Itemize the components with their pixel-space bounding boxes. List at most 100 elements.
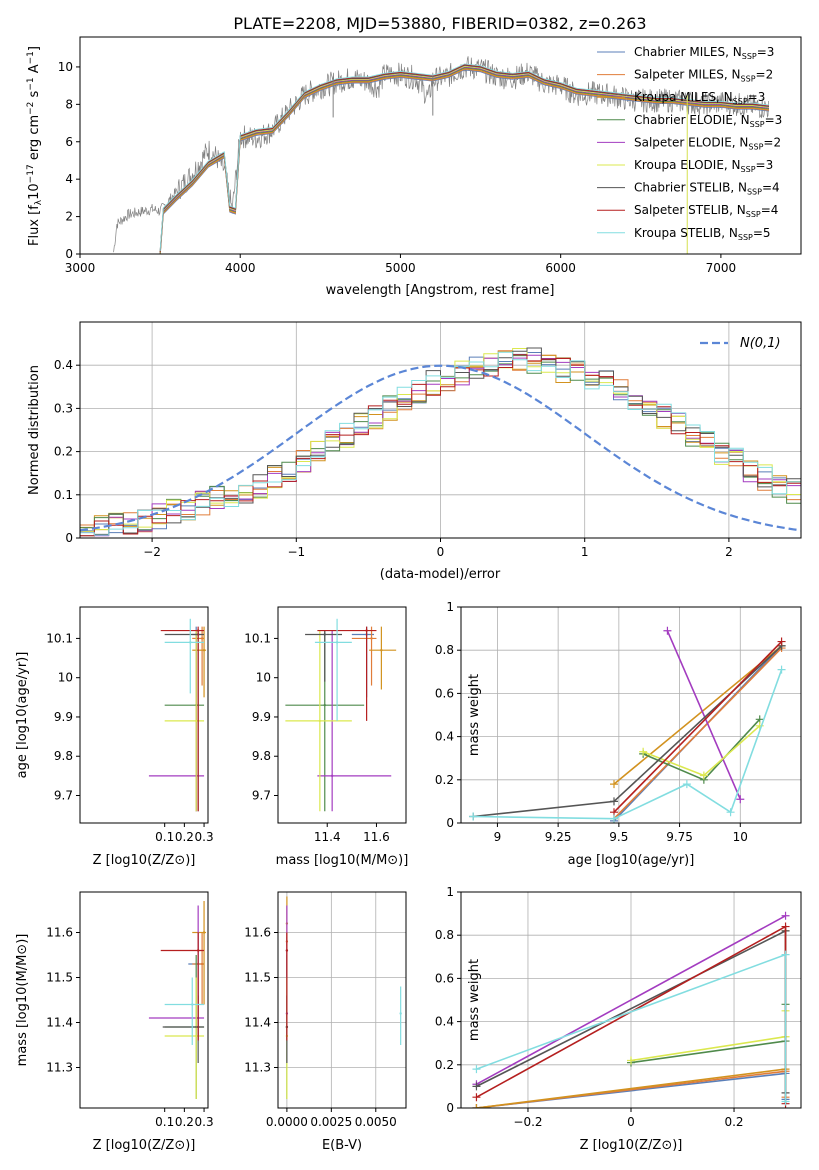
y-tick-label: 0.2	[435, 773, 454, 787]
x-axis-label: Z [log10(Z/Z⊙)]	[580, 1138, 683, 1153]
y-tick-label: 11.5	[244, 971, 271, 985]
y-tick-label: 0.4	[54, 358, 73, 372]
line-kroupa-elodie	[630, 1010, 787, 1062]
line-salpeter-miles	[613, 647, 783, 820]
marker-kroupa-miles	[610, 780, 618, 789]
x-axis-label: age [log10(age/yr)]	[568, 853, 695, 868]
mass-weight-vs-age-panel: 9 9.25 9.5 9.75 10 0 0.2 0.4 0.6 0.8 1 age [log10(a…	[435, 600, 802, 868]
y-tick-label: 10	[256, 671, 271, 685]
plot-area	[285, 618, 397, 812]
x-tick-label: 9.75	[666, 830, 693, 844]
x-axis-label: E(B-V)	[322, 1138, 362, 1153]
y-tick-label: 0.6	[435, 971, 454, 985]
x-tick-label: 0.1	[155, 1115, 174, 1129]
observed-spectrum-line	[113, 56, 769, 253]
x-tick-label: 0.3	[195, 830, 214, 844]
plot-area	[113, 56, 770, 254]
point-kroupa-stelib	[189, 641, 192, 644]
point-salpeter-elodie	[330, 774, 334, 778]
marker-salpeter-stelib	[472, 1093, 481, 1102]
y-tick-label: 0	[65, 531, 73, 545]
y-tick-label: 0	[446, 1101, 454, 1115]
plot-area	[148, 618, 207, 812]
marker-kroupa-stelib	[682, 780, 691, 789]
mass-weight-vs-metallicity-panel: −0.2 0 0.2 0 0.2 0.4 0.6 0.8 1 Z [log10(Z/Z⊙)] mas…	[435, 885, 802, 1153]
point-kroupa-miles	[202, 931, 206, 934]
x-axis-label: (data-model)/error	[380, 567, 501, 582]
age-vs-metallicity-panel: 0.1 0.2 0.3 9.7 9.8 9.9 10 10.1 Z [log10(Z/Z⊙)] a…	[15, 606, 214, 868]
x-tick-label: 9.25	[545, 830, 572, 844]
histogram-salpeter-stelib	[80, 354, 801, 537]
y-tick-label: 0.4	[435, 1015, 454, 1029]
point-kroupa-stelib	[399, 1012, 402, 1015]
axes-frame	[79, 36, 802, 255]
y-tick-label: 9.7	[54, 789, 73, 803]
y-tick-label: 6	[65, 135, 73, 149]
line-salpeter-elodie	[666, 630, 742, 800]
spectrum-panel: 3000 4000 5000 6000 7000 0 2 4 6 8 10 Chabrier MILE…	[26, 36, 802, 298]
line-salpeter-elodie	[476, 915, 786, 1085]
mass-vs-metallicity-panel: 0.1 0.2 0.3 11.3 11.4 11.5 11.6 Z [log10(Z/Z⊙)]…	[15, 891, 214, 1153]
residual-histogram-panel: −2 −1 0 1 2 0 0.1 0.2 0.3 0.4 N(0,1) (data-model)/e…	[27, 321, 802, 582]
x-tick-label: 9	[494, 830, 502, 844]
model-line-chabrier-miles	[159, 69, 770, 254]
y-axis-label: age [log10(age/yr)]	[15, 652, 30, 779]
model-line-kroupa-stelib	[159, 63, 770, 252]
mass-vs-ebv-panel: 0.0000 0.0025 0.0050 11.3 11.4 11.5 11.6 E(B-V)	[244, 891, 407, 1153]
x-tick-label: 5000	[385, 261, 416, 275]
legend-label-salpeter-stelib: Salpeter STELIB, NSSP=4	[634, 203, 778, 219]
point-kroupa-stelib	[335, 641, 339, 644]
marker-kroupa-stelib	[469, 812, 478, 821]
y-tick-label: 11.4	[46, 1016, 73, 1030]
legend-label-chabrier-miles: Chabrier MILES, NSSP=3	[634, 45, 774, 61]
y-tick-label: 0.4	[435, 730, 454, 744]
y-tick-label: 0.3	[54, 401, 73, 415]
marker-kroupa-stelib	[472, 1065, 481, 1074]
legend-label-kroupa-stelib: Kroupa STELIB, NSSP=5	[634, 226, 771, 242]
x-axis-label: mass [log10(M/M⊙)]	[276, 853, 409, 868]
model-line-salpeter-stelib	[159, 64, 770, 252]
x-tick-label: 6000	[545, 261, 576, 275]
marker-salpeter-stelib	[777, 637, 786, 646]
y-axis-label: mass weight	[467, 674, 482, 756]
point-salpeter-stelib	[365, 629, 368, 632]
marker-salpeter-elodie	[781, 911, 790, 920]
x-tick-label: 1	[581, 545, 589, 559]
y-tick-label: 11.5	[46, 971, 73, 985]
y-tick-label: 10	[58, 671, 73, 685]
y-tick-label: 0.2	[435, 1058, 454, 1072]
figure-title: PLATE=2208, MJD=53880, FIBERID=0382, z=0…	[233, 14, 646, 33]
legend-label-salpeter-miles: Salpeter MILES, NSSP=2	[634, 68, 773, 84]
marker-kroupa-elodie	[639, 747, 648, 756]
y-tick-label: 9.8	[54, 749, 73, 763]
y-axis-label: Flux [fλ10−17 erg cm−2 s−1 A−1]	[26, 46, 44, 246]
marker-kroupa-stelib	[610, 814, 618, 823]
marker-kroupa-stelib	[781, 950, 790, 959]
x-tick-label: −2	[143, 545, 161, 559]
x-tick-label: 10	[733, 830, 748, 844]
x-tick-label: 0.0050	[355, 1115, 397, 1129]
y-tick-label: 10.1	[46, 631, 73, 645]
marker-kroupa-stelib	[726, 808, 735, 817]
y-tick-label: 9.8	[252, 749, 271, 763]
point-salpeter-miles	[370, 637, 373, 640]
x-axis-label: wavelength [Angstrom, rest frame]	[326, 283, 555, 298]
marker-kroupa-stelib	[781, 1097, 790, 1106]
plot-area	[148, 901, 207, 1099]
x-tick-label: 11.6	[363, 830, 390, 844]
marker-salpeter-elodie	[736, 795, 745, 804]
x-tick-label: 0.0025	[310, 1115, 352, 1129]
y-axis-label: Normed distribution	[27, 365, 42, 495]
y-tick-label: 2	[65, 210, 73, 224]
x-tick-label: 3000	[65, 261, 96, 275]
legend-label-normal: N(0,1)	[740, 336, 781, 351]
x-tick-label: −1	[287, 545, 305, 559]
point-salpeter-stelib	[285, 949, 289, 952]
point-salpeter-stelib	[196, 949, 200, 952]
y-tick-label: 11.6	[244, 926, 271, 940]
line-kroupa-stelib	[473, 669, 783, 820]
line-chabrier-stelib	[473, 645, 783, 818]
point-kroupa-elodie	[318, 719, 322, 723]
normal-curve	[80, 364, 801, 532]
